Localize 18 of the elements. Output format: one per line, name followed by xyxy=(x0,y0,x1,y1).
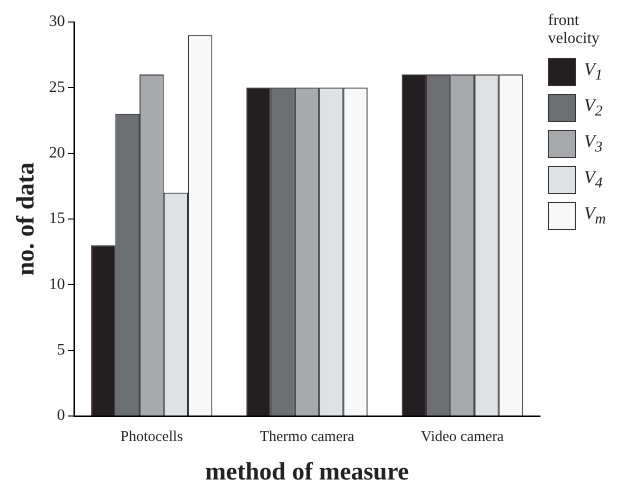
legend-label: V$_{3}$ xyxy=(584,131,602,157)
y-tick-label: 5 xyxy=(57,342,65,359)
legend-title: front velocity xyxy=(548,12,601,48)
x-tick-label: Video camera xyxy=(420,428,504,445)
x-tick-label: Photocells xyxy=(120,428,184,445)
legend-label: V$_{2}$ xyxy=(584,95,602,121)
y-tick-label: 25 xyxy=(49,78,65,96)
y-tick-label: 15 xyxy=(49,210,65,228)
legend-label: V$_{1}$ xyxy=(584,59,602,85)
y-tick-label: 20 xyxy=(49,144,65,162)
text: V$_{m}$ xyxy=(584,203,606,229)
x-tick-label: Thermo camera xyxy=(260,428,355,445)
y-tick-label: 0 xyxy=(57,407,65,424)
y-tick-label: 10 xyxy=(49,276,65,293)
x-axis-title: method of measure xyxy=(205,458,409,486)
legend-label: V$_{4}$ xyxy=(584,167,602,193)
y-tick-label: 30 xyxy=(49,13,65,30)
y-axis-title: no. of data xyxy=(12,162,40,276)
